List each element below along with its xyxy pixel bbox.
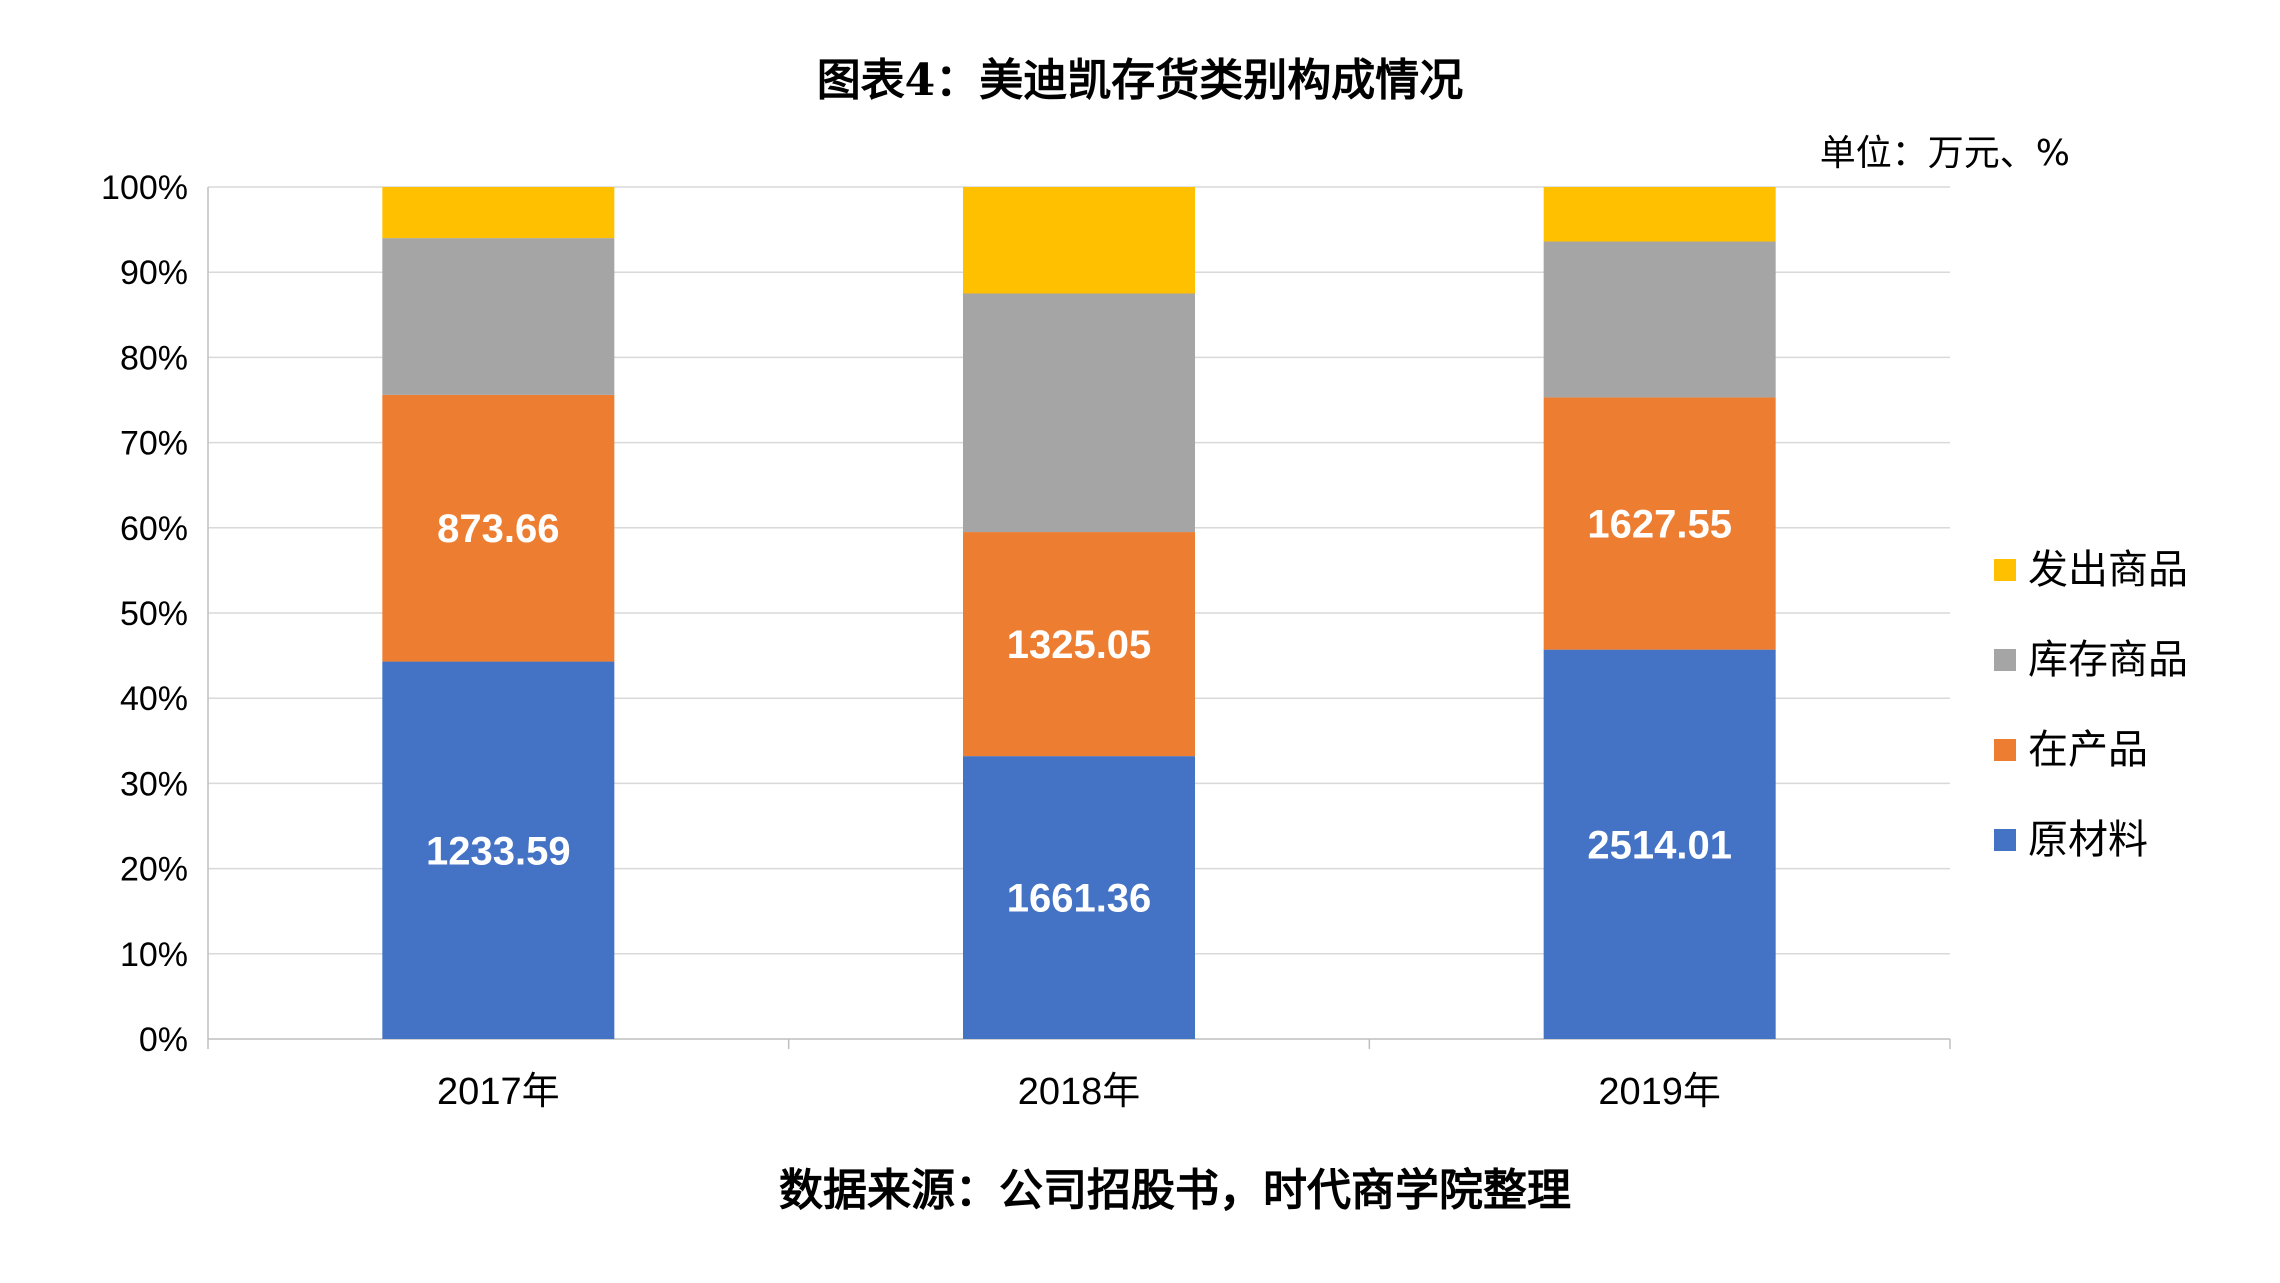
y-axis-ticks: 0% 10% 20% 30% 40% 50% 60% 70% 80% 90% 100% [101,169,188,1059]
legend-label: 在产品 [2028,727,2148,773]
bar-segment [382,238,615,395]
bars: 1233.59 873.66 1661.36 1325.05 2514.01 1627.5… [382,187,1776,1039]
legend-label: 发出商品 [2028,547,2188,593]
x-tick-label: 2019年 [1598,1071,1721,1113]
y-tick-label: 60% [120,510,188,548]
bar-segment [382,661,615,1039]
y-tick-label: 80% [120,339,188,377]
y-tick-label: 50% [120,595,188,633]
data-label: 1233.59 [426,829,571,873]
bar-segment [1543,397,1776,650]
bar-segment [382,394,615,662]
y-tick-label: 10% [120,936,188,974]
bar-segment [963,532,1195,757]
data-label: 1325.05 [1007,623,1152,667]
y-tick-label: 70% [120,425,188,463]
data-label: 1627.55 [1587,503,1732,547]
y-tick-label: 0% [139,1021,188,1059]
legend-swatch [1994,649,2016,671]
bar-segment [1543,187,1776,242]
bar-segment [1543,649,1776,1039]
legend-label: 库存商品 [2028,637,2188,683]
legend-label: 原材料 [2028,817,2148,863]
x-tick-label: 2018年 [1018,1071,1141,1113]
bar-segment [1543,241,1776,398]
y-tick-label: 20% [120,851,188,889]
chart-title: 图表4：美迪凯存货类别构成情况 [817,55,1464,106]
bar-segment [382,187,615,239]
legend-swatch [1994,559,2016,581]
data-label: 1661.36 [1007,877,1152,921]
data-label: 873.66 [437,507,559,551]
bar-segment [963,293,1195,533]
y-tick-label: 90% [120,254,188,292]
y-tick-label: 100% [101,169,188,207]
source-note: 数据来源：公司招股书，时代商学院整理 [779,1165,1571,1216]
x-axis: 2017年 2018年 2019年 [207,1039,1951,1113]
data-label: 2514.01 [1587,823,1732,867]
x-tick-label: 2017年 [437,1071,560,1113]
y-tick-label: 40% [120,680,188,718]
unit-note: 单位：万元、% [1820,133,2070,174]
bar-segment [963,756,1195,1039]
bar-segment [963,187,1195,294]
legend-swatch [1994,739,2016,761]
y-tick-label: 30% [120,765,188,803]
legend-swatch [1994,829,2016,851]
